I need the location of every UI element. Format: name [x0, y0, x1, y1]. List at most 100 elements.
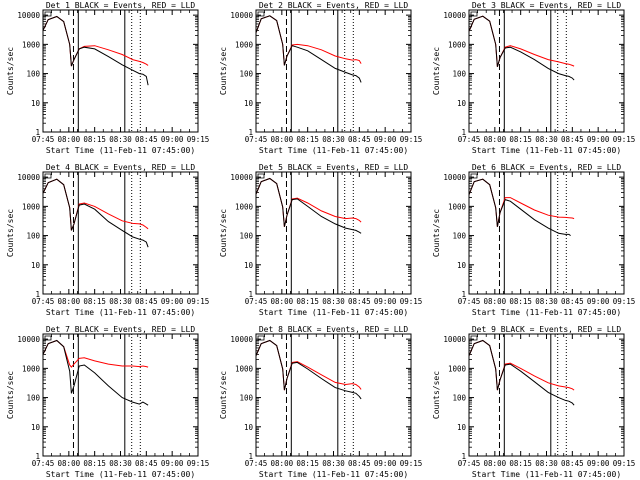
- x-axis-label: Start Time (11-Feb-11 07:45:00): [472, 146, 621, 155]
- x-tick-label: 08:30: [109, 135, 132, 144]
- corner-marker: [44, 335, 52, 341]
- y-tick-label: 10000: [17, 11, 40, 20]
- x-tick-label: 08:45: [348, 135, 371, 144]
- corner-marker: [257, 335, 265, 341]
- panel-title: Det 7 BLACK = Events, RED = LLD: [46, 325, 195, 334]
- series-line-lld: [256, 15, 362, 66]
- series-line-lld: [256, 339, 362, 391]
- panel-title: Det 5 BLACK = Events, RED = LLD: [259, 163, 408, 172]
- det-panel-8: Det 8 BLACK = Events, RED = LLD Counts/se…: [219, 325, 422, 479]
- corner-marker: [470, 335, 478, 341]
- det-panel-9: Det 9 BLACK = Events, RED = LLD Counts/se…: [432, 325, 635, 479]
- y-tick-label: 100: [452, 70, 466, 79]
- det-panel-6: Det 6 BLACK = Events, RED = LLD Counts/se…: [432, 163, 635, 317]
- y-axis-label: Counts/sec: [6, 209, 15, 257]
- x-tick-label: 09:00: [374, 135, 397, 144]
- panel-title: Det 4 BLACK = Events, RED = LLD: [46, 163, 195, 172]
- x-axis-label: Start Time (11-Feb-11 07:45:00): [472, 308, 621, 317]
- y-tick-label: 10: [31, 261, 41, 270]
- det-panel-1: Det 1 BLACK = Events, RED = LLD Counts/se…: [6, 1, 209, 155]
- y-tick-label: 1000: [22, 202, 41, 211]
- det-panel-2: Det 2 BLACK = Events, RED = LLD Counts/se…: [219, 1, 422, 155]
- x-axis-label: Start Time (11-Feb-11 07:45:00): [46, 470, 195, 479]
- x-tick-label: 08:15: [83, 459, 106, 468]
- x-tick-label: 08:00: [58, 459, 81, 468]
- corner-marker: [44, 173, 52, 179]
- series-line-events: [469, 15, 575, 81]
- panel-title: Det 1 BLACK = Events, RED = LLD: [46, 1, 195, 10]
- panel-title: Det 2 BLACK = Events, RED = LLD: [259, 1, 408, 10]
- x-tick-label: 09:15: [400, 459, 423, 468]
- x-tick-label: 08:15: [296, 135, 319, 144]
- y-tick-label: 100: [239, 394, 253, 403]
- y-tick-label: 1000: [448, 40, 467, 49]
- x-axis-label: Start Time (11-Feb-11 07:45:00): [472, 470, 621, 479]
- x-tick-label: 09:00: [374, 297, 397, 306]
- det-panel-5: Det 5 BLACK = Events, RED = LLD Counts/se…: [219, 163, 422, 317]
- x-tick-label: 09:15: [187, 459, 210, 468]
- panel-title: Det 3 BLACK = Events, RED = LLD: [472, 1, 621, 10]
- y-tick-label: 100: [239, 232, 253, 241]
- plot-frame: [468, 9, 625, 133]
- y-axis-label: Counts/sec: [219, 209, 228, 257]
- y-tick-label: 10: [244, 99, 254, 108]
- series-line-events: [43, 15, 149, 86]
- x-tick-label: 09:00: [161, 297, 184, 306]
- y-tick-label: 10000: [230, 173, 253, 182]
- y-tick-label: 10000: [17, 335, 40, 344]
- series-line-events: [43, 178, 149, 248]
- y-tick-label: 10000: [443, 173, 466, 182]
- x-tick-label: 08:00: [271, 459, 294, 468]
- y-tick-label: 1: [461, 290, 466, 299]
- det-panel-7: Det 7 BLACK = Events, RED = LLD Counts/se…: [6, 325, 209, 479]
- series-line-lld: [256, 177, 362, 227]
- x-tick-label: 09:15: [613, 135, 636, 144]
- x-tick-label: 08:00: [58, 135, 81, 144]
- y-tick-label: 10000: [230, 335, 253, 344]
- y-tick-label: 10: [244, 423, 254, 432]
- panel-title: Det 8 BLACK = Events, RED = LLD: [259, 325, 408, 334]
- y-tick-label: 1: [35, 452, 40, 461]
- y-tick-label: 1: [461, 452, 466, 461]
- y-tick-label: 1: [248, 452, 253, 461]
- y-tick-label: 10: [31, 423, 41, 432]
- y-tick-label: 1000: [448, 202, 467, 211]
- y-tick-label: 10000: [443, 335, 466, 344]
- x-tick-label: 09:00: [161, 459, 184, 468]
- y-tick-label: 1000: [22, 364, 41, 373]
- y-tick-label: 100: [26, 232, 40, 241]
- x-tick-label: 09:15: [613, 459, 636, 468]
- plot-frame: [42, 171, 199, 295]
- x-tick-label: 08:45: [348, 297, 371, 306]
- y-tick-label: 1: [248, 128, 253, 137]
- corner-marker: [470, 11, 478, 17]
- y-tick-label: 1000: [235, 40, 254, 49]
- plot-frame: [468, 333, 625, 457]
- x-tick-label: 09:15: [613, 297, 636, 306]
- x-tick-label: 08:30: [535, 459, 558, 468]
- y-axis-label: Counts/sec: [432, 209, 441, 257]
- panel-title: Det 6 BLACK = Events, RED = LLD: [472, 163, 621, 172]
- x-tick-label: 09:00: [374, 459, 397, 468]
- y-axis-label: Counts/sec: [219, 47, 228, 95]
- y-tick-label: 100: [452, 232, 466, 241]
- plot-frame: [255, 9, 412, 133]
- x-tick-label: 08:15: [83, 297, 106, 306]
- y-tick-label: 1: [248, 290, 253, 299]
- x-tick-label: 08:00: [271, 297, 294, 306]
- y-tick-label: 1000: [22, 40, 41, 49]
- series-line-lld: [469, 178, 575, 227]
- y-tick-label: 10000: [230, 11, 253, 20]
- y-tick-label: 1: [35, 128, 40, 137]
- series-line-lld: [469, 339, 575, 391]
- series-line-events: [469, 339, 575, 406]
- series-line-lld: [43, 15, 149, 67]
- x-tick-label: 08:30: [322, 135, 345, 144]
- x-tick-label: 08:00: [484, 297, 507, 306]
- series-line-lld: [469, 15, 575, 67]
- y-tick-label: 10: [31, 99, 41, 108]
- x-tick-label: 09:00: [161, 135, 184, 144]
- x-tick-label: 08:15: [296, 459, 319, 468]
- series-line-events: [43, 339, 149, 406]
- y-tick-label: 10: [457, 99, 467, 108]
